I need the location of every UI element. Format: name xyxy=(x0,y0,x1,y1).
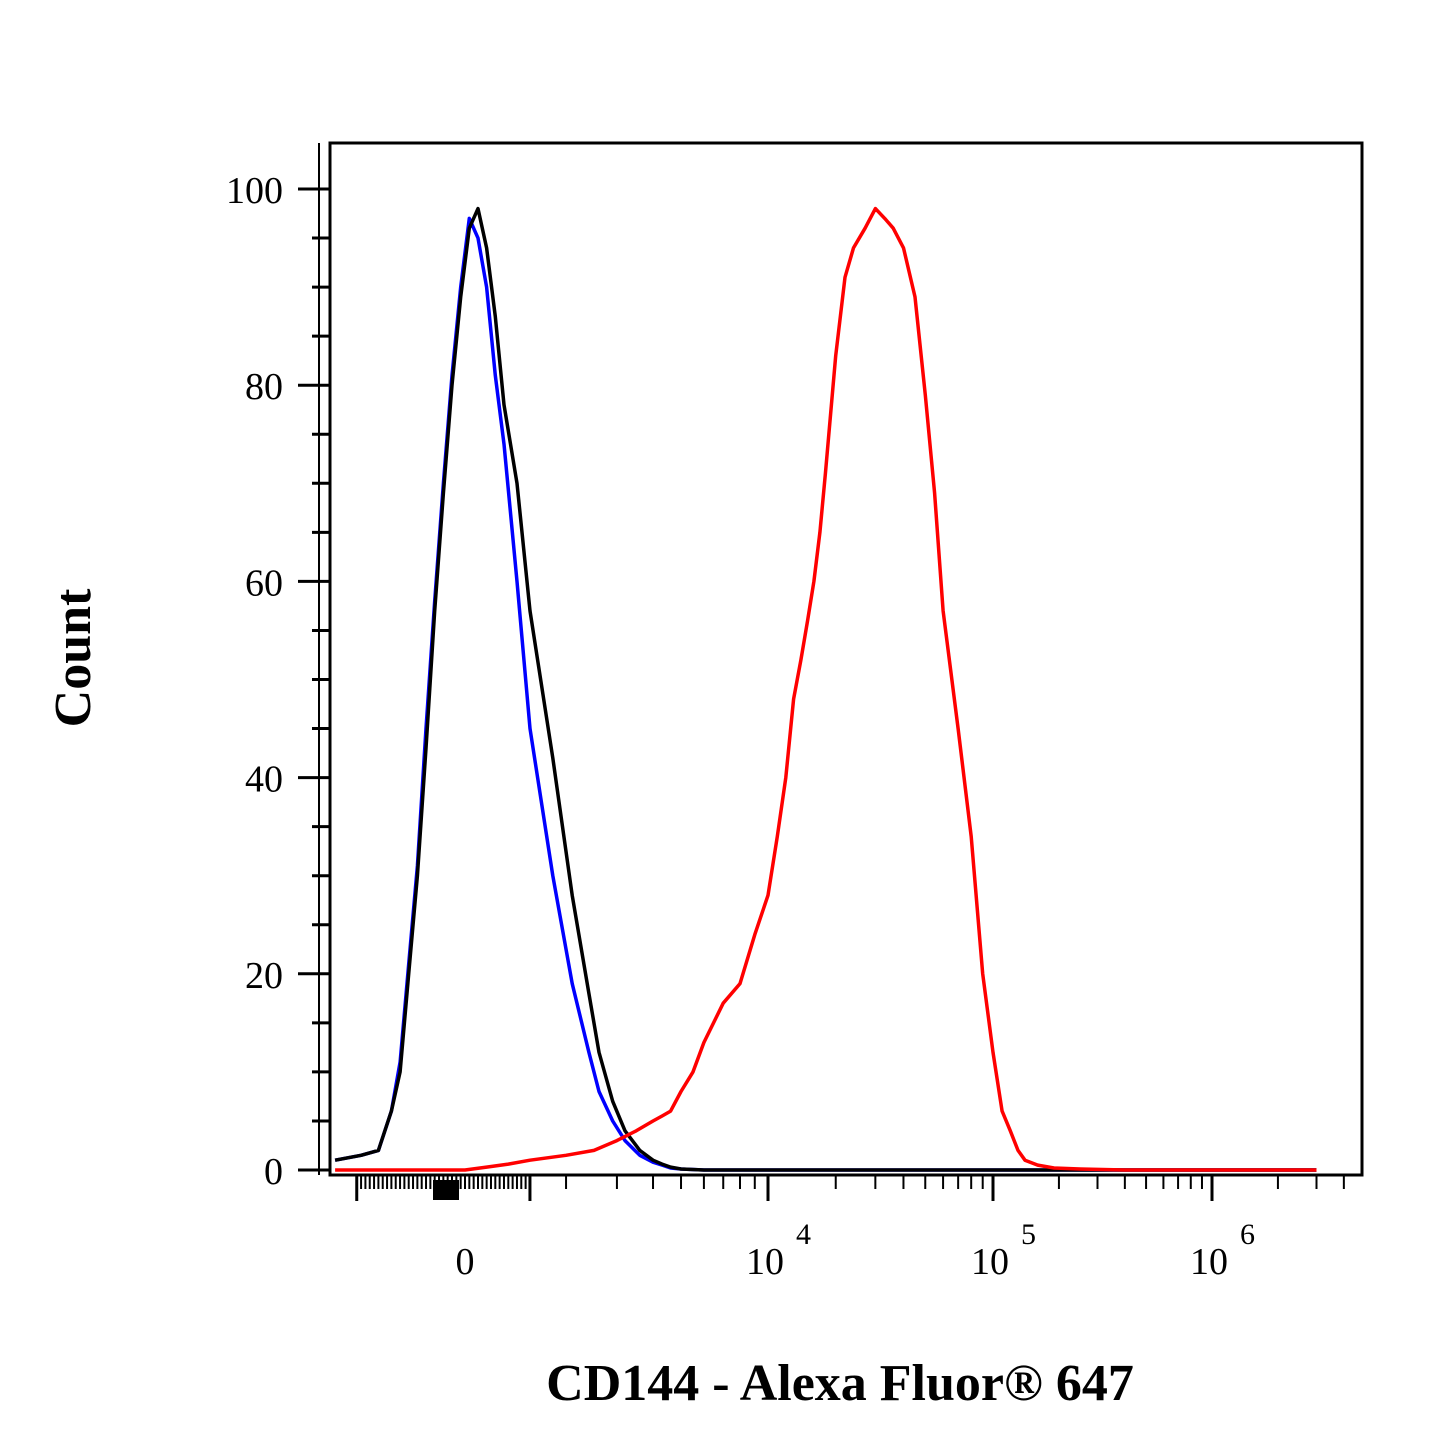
x-tick-cluster xyxy=(433,1180,459,1200)
x-axis: 0 10 4 10 5 10 6 xyxy=(355,1175,1345,1283)
y-tick-label: 60 xyxy=(245,562,283,604)
y-tick-label: 20 xyxy=(245,955,283,997)
y-tick-label: 100 xyxy=(226,170,283,212)
series-line-2 xyxy=(334,206,1317,1172)
x-tick-exponent: 5 xyxy=(1021,1218,1036,1251)
x-tick-label: 10 xyxy=(971,1241,1009,1283)
y-tick-label: 80 xyxy=(245,366,283,408)
y-tick-label: 40 xyxy=(245,759,283,801)
plot-frame xyxy=(328,141,1364,1177)
y-tick-label: 0 xyxy=(264,1151,283,1193)
series-line-3 xyxy=(335,206,1317,1172)
y-axis-title: Count xyxy=(45,588,102,727)
x-tick-exponent: 4 xyxy=(796,1218,811,1251)
x-tick-label: 0 xyxy=(456,1241,475,1283)
y-axis: 0 20 40 60 80 100 xyxy=(226,143,330,1193)
series-line-1 xyxy=(334,216,1317,1172)
x-tick-label: 10 xyxy=(746,1241,784,1283)
x-tick-exponent: 6 xyxy=(1240,1218,1255,1251)
series-group xyxy=(334,206,1317,1172)
x-tick-label: 10 xyxy=(1190,1241,1228,1283)
x-axis-title: CD144 - Alexa Fluor® 647 xyxy=(546,1355,1134,1412)
